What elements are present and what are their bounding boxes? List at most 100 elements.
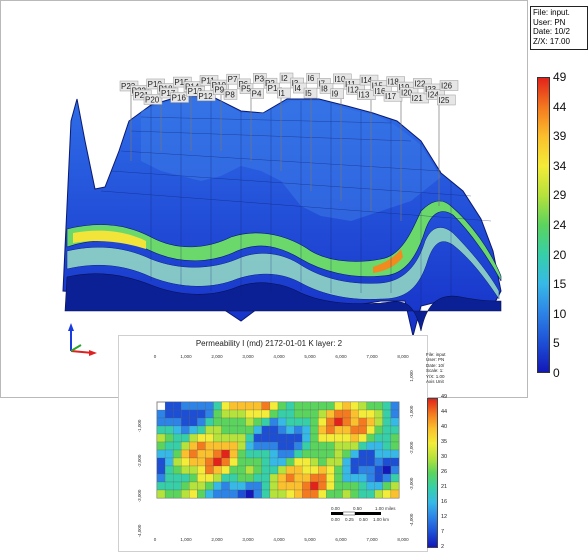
x-tick-top: 3,000 [242, 354, 254, 359]
reservoir-3d-view[interactable]: P23P22P21P20P19P18P17P16P15P14P13P12P11P… [0, 0, 528, 398]
well-label: I8 [321, 84, 328, 93]
grid-cell [342, 449, 351, 459]
grid-cell [156, 449, 166, 459]
grid-cell [261, 417, 271, 427]
grid-cell [342, 417, 351, 427]
well-label: P16 [172, 94, 187, 103]
well-label: I9 [332, 90, 339, 99]
colorbar-tick-label: 5 [553, 336, 560, 351]
grid-cell [229, 409, 238, 419]
y-tick-right: 1,000 [409, 370, 414, 382]
grid-cell [277, 481, 287, 491]
colorbar-tick-label: 39 [553, 129, 567, 144]
well-label: P17 [161, 89, 176, 98]
scale-bar-label-miles: 1.00 miles [375, 506, 396, 511]
grid-cell [318, 433, 327, 443]
grid-cell [302, 457, 311, 467]
grid-cell [156, 417, 166, 427]
grid-cell [318, 473, 327, 483]
grid-cell [164, 433, 174, 443]
grid-cell [205, 457, 214, 467]
grid-cell [390, 409, 400, 419]
grid-cell [213, 489, 222, 499]
grid-cell [253, 457, 262, 467]
well-label-box [197, 90, 216, 102]
scale-bar-segment [342, 511, 356, 516]
grid-cell [302, 425, 311, 435]
y-tick-right: -1,000 [409, 405, 414, 418]
surface-ridge [141, 97, 441, 221]
grid-cell [189, 481, 198, 491]
grid-cell [237, 401, 246, 411]
grid-cell [277, 425, 287, 435]
well-label-box [413, 78, 432, 89]
inset-colorbar [427, 398, 438, 548]
grid-cell [277, 433, 287, 443]
well-label: I16 [374, 87, 386, 96]
well-label: P4 [252, 89, 262, 98]
grid-cell [156, 473, 166, 483]
grid-cell [294, 449, 303, 459]
well-label: P12 [198, 92, 213, 101]
grid-cell [173, 441, 182, 451]
well-label: P8 [225, 90, 235, 99]
well-label-box [373, 85, 392, 97]
grid-cell [334, 417, 343, 427]
grid-cell [164, 449, 174, 459]
grid-cell [382, 457, 392, 467]
grid-cell [326, 465, 335, 475]
grid-cell [181, 473, 190, 483]
grid-cell [302, 449, 311, 459]
grid-cell [294, 401, 303, 411]
grid-cell [269, 449, 279, 459]
grid-cell [245, 417, 254, 427]
inset-colorbar-tick-label: 49 [441, 394, 448, 400]
grid-cell [197, 441, 206, 451]
grid-cell [302, 433, 311, 443]
grid-cell [358, 489, 367, 499]
grid-cell [382, 481, 392, 491]
scale-bar-label-km: 0.25 [345, 517, 354, 522]
grid-cell [382, 409, 392, 419]
grid-cell [237, 441, 246, 451]
grid-cell [342, 409, 351, 419]
grid-cell [285, 449, 295, 459]
grid-cell [237, 425, 246, 435]
grid-cell [164, 473, 174, 483]
grid-cell [318, 489, 327, 499]
scale-bar-label-km: 1.00 km [373, 517, 389, 522]
grid-cell [261, 409, 271, 419]
grid-cell [390, 441, 400, 451]
grid-cell [189, 409, 198, 419]
grid-cell [366, 441, 375, 451]
grid-cell [261, 449, 271, 459]
permeability-map-inset[interactable]: Permeability I (md) 2172-01-01 K layer: … [118, 335, 428, 552]
grid-cell [253, 489, 262, 499]
grid-cell [164, 425, 174, 435]
grid-cell [310, 441, 319, 451]
grid-cell [237, 473, 246, 483]
grid-cell [350, 489, 359, 499]
well-label: I5 [305, 89, 312, 98]
grid-cell [189, 417, 198, 427]
grid-cell [213, 449, 222, 459]
grid-cell [326, 441, 335, 451]
grid-cell [221, 441, 230, 451]
grid-cell [342, 441, 351, 451]
grid-cell [221, 473, 230, 483]
grid-cell [205, 409, 214, 419]
well-label: I13 [358, 91, 370, 100]
grid-cell [318, 417, 327, 427]
grid-cell [164, 481, 174, 491]
grid-cell [197, 433, 206, 443]
grid-cell [310, 401, 319, 411]
inset-colorbar-tick-label: 30 [441, 454, 448, 460]
grid-cell [366, 465, 375, 475]
grid-cell [374, 425, 383, 435]
grid-cell [358, 473, 367, 483]
grid-cell [245, 473, 254, 483]
grid-cell [285, 489, 295, 499]
grid-cell [334, 473, 343, 483]
grid-cell [350, 465, 359, 475]
grid-cell [358, 449, 367, 459]
